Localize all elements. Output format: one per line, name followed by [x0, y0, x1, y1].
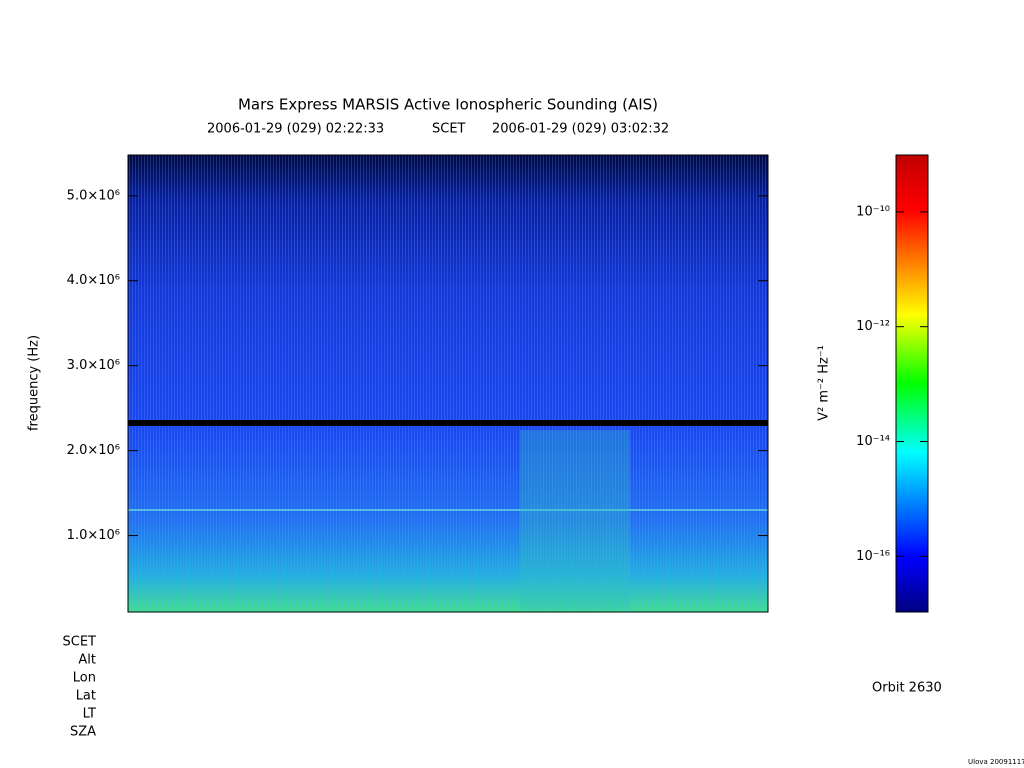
plot-frame — [127, 154, 769, 613]
chart-title: Mars Express MARSIS Active Ionospheric S… — [238, 96, 658, 114]
colorbar — [895, 154, 929, 613]
colorbar-tick-label: 10⁻¹⁴ — [856, 434, 890, 449]
start-time: 2006-01-29 (029) 02:22:33 — [207, 122, 384, 137]
orbit: Orbit 2630 — [872, 681, 942, 696]
row-label: Lat — [76, 689, 96, 704]
row-label: SCET — [63, 635, 97, 650]
footer: Ulova 20091117 — [968, 758, 1024, 766]
y-tick-label: 4.0×10⁶ — [67, 273, 120, 288]
row-label: LT — [83, 707, 96, 722]
y-tick-label: 3.0×10⁶ — [67, 358, 120, 373]
row-label: Lon — [73, 671, 96, 686]
y-tick-label: 5.0×10⁶ — [67, 188, 120, 203]
y-axis-label: frequency (Hz) — [27, 335, 42, 431]
colorbar-tick-label: 10⁻¹⁰ — [856, 204, 890, 219]
row-label: SZA — [70, 725, 96, 740]
y-tick-label: 1.0×10⁶ — [67, 528, 120, 543]
row-label: Alt — [78, 653, 96, 668]
colorbar-tick-label: 10⁻¹⁶ — [856, 549, 890, 564]
colorbar-label: V² m⁻² Hz⁻¹ — [817, 345, 832, 421]
colorbar-tick-label: 10⁻¹² — [856, 319, 890, 334]
end-time: 2006-01-29 (029) 03:02:32 — [492, 122, 669, 137]
y-tick-label: 2.0×10⁶ — [67, 443, 120, 458]
time-label: SCET — [432, 122, 466, 137]
spectrogram — [128, 155, 768, 612]
